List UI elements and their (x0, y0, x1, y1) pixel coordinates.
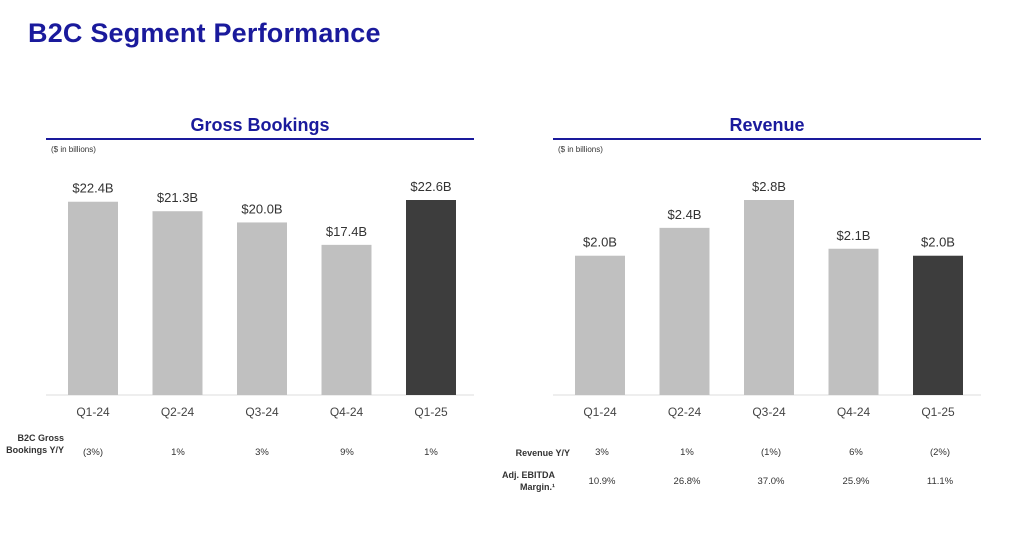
metric-value: 3% (595, 447, 609, 458)
data-label: $2.4B (668, 207, 702, 222)
x-tick-label: Q2-24 (668, 405, 702, 419)
metric-value: 25.9% (842, 476, 870, 487)
x-tick-label: Q1-25 (921, 405, 955, 419)
chart-title: Revenue (729, 115, 805, 135)
data-label: $2.0B (583, 235, 617, 250)
metric-value: 11.1% (926, 476, 954, 487)
bar-q3-24 (744, 200, 794, 395)
bar-q1-24 (68, 201, 118, 395)
bar-q3-24 (237, 222, 287, 395)
metric-value: 10.9% (588, 476, 616, 487)
x-tick-label: Q4-24 (837, 405, 871, 419)
data-label: $22.6B (410, 179, 451, 194)
data-label: $20.0B (241, 201, 282, 216)
data-label: $2.1B (837, 228, 871, 243)
metric-value: 9% (340, 447, 354, 458)
revenue-chart: Revenue ($ in billions) $2.0B Q1-24 $2.4B Q… (553, 112, 981, 532)
metric-label: B2C Gross Bookings Y/Y (6, 433, 64, 455)
units-note: ($ in billions) (558, 145, 603, 154)
data-label: $2.0B (921, 235, 955, 250)
bar-q1-25 (913, 255, 963, 395)
metric-value: 37.0% (757, 476, 785, 487)
metric-value: 3% (255, 447, 269, 458)
x-tick-label: Q1-25 (414, 405, 448, 419)
data-label: $22.4B (72, 181, 113, 196)
metric-value: (3%) (82, 447, 104, 458)
data-label: $17.4B (326, 224, 367, 239)
data-label: $2.8B (752, 179, 786, 194)
units-note: ($ in billions) (51, 145, 96, 154)
chart-title: Gross Bookings (190, 115, 330, 135)
bar-q2-24 (659, 227, 710, 395)
bar-q1-24 (575, 255, 625, 395)
gross-bookings-chart: Gross Bookings ($ in billions) $22.4B Q1-… (46, 112, 474, 532)
bar-q1-25 (406, 200, 456, 395)
bar-q4-24 (828, 248, 879, 395)
data-label: $21.3B (157, 190, 198, 205)
metric-value: 1% (424, 447, 438, 458)
title-rule (553, 138, 981, 140)
title-rule (46, 138, 474, 140)
metric-value: 1% (171, 447, 185, 458)
page-title: B2C Segment Performance (28, 18, 381, 48)
metric-value: (1%) (760, 447, 782, 458)
metric-value: 26.8% (673, 476, 701, 487)
metric-value: 1% (680, 447, 694, 458)
x-tick-label: Q3-24 (752, 405, 786, 419)
metric-value: 6% (849, 447, 863, 458)
bar-q2-24 (152, 211, 203, 395)
x-tick-label: Q1-24 (583, 405, 617, 419)
bar-q4-24 (321, 244, 372, 395)
revenue-plot: $2.0B Q1-24 $2.4B Q2-24 $2.8B Q3-24 $2.1B Q4-24… (553, 179, 981, 419)
x-tick-label: Q3-24 (245, 405, 279, 419)
metric-value: (2%) (929, 447, 951, 458)
metric-label: Adj. EBITDA Margin.¹ (502, 470, 555, 492)
x-tick-label: Q4-24 (330, 405, 364, 419)
x-tick-label: Q2-24 (161, 405, 195, 419)
gross-bookings-plot: $22.4B Q1-24 $21.3B Q2-24 $20.0B Q3-24 $17.4B Q… (46, 179, 474, 419)
x-tick-label: Q1-24 (76, 405, 110, 419)
metric-label: Revenue Y/Y (515, 448, 570, 458)
